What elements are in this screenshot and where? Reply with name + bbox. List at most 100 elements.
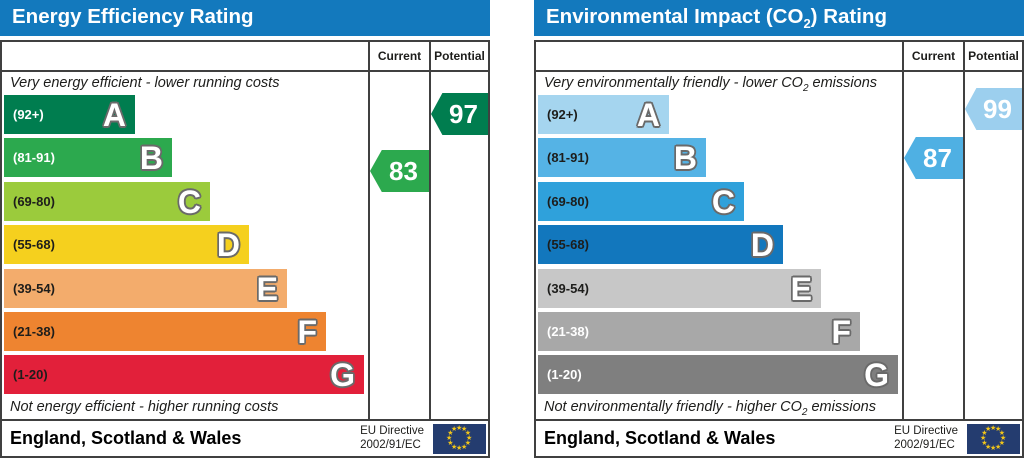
band-bar: (39-54) E bbox=[4, 269, 287, 308]
eu-directive-label: EU Directive 2002/91/EC bbox=[360, 425, 424, 453]
band-letter: E bbox=[256, 270, 278, 307]
band-letter: A bbox=[636, 96, 660, 133]
energy-efficiency-chart: Energy Efficiency Rating Current Potenti… bbox=[0, 0, 490, 460]
band-bar: (1-20) G bbox=[538, 355, 898, 394]
band-row-c: (69-80) C bbox=[538, 182, 906, 221]
band-range-label: (81-91) bbox=[547, 150, 589, 165]
bottom-note: Not environmentally friendly - higher CO… bbox=[544, 396, 876, 419]
directive-line: 2002/91/EC bbox=[360, 438, 421, 451]
environmental-impact-chart: Environmental Impact (CO2) Rating Curren… bbox=[534, 0, 1024, 460]
potential-rating-arrow: 99 bbox=[965, 88, 1022, 130]
band-letter: F bbox=[831, 313, 851, 350]
eu-star-icon: ★ bbox=[981, 440, 988, 447]
band-bar: (39-54) E bbox=[538, 269, 821, 308]
eu-directive-label: EU Directive 2002/91/EC bbox=[894, 425, 958, 453]
band-letter: A bbox=[102, 96, 126, 133]
note-text: emissions bbox=[808, 75, 878, 91]
column-header-current: Current bbox=[911, 49, 956, 63]
eu-star-icon: ★ bbox=[990, 445, 997, 452]
note-subscript: 2 bbox=[801, 406, 808, 418]
band-row-d: (55-68) D bbox=[538, 225, 906, 264]
eu-star-icon: ★ bbox=[447, 440, 454, 447]
column-header-current: Current bbox=[377, 49, 422, 63]
current-rating-value: 87 bbox=[923, 142, 952, 173]
band-range-label: (69-80) bbox=[13, 194, 55, 209]
region-label: England, Scotland & Wales bbox=[544, 428, 776, 448]
band-bar: (21-38) F bbox=[538, 312, 860, 351]
band-row-e: (39-54) E bbox=[4, 269, 372, 308]
band-row-g: (1-20) G bbox=[4, 355, 372, 394]
page-title: Energy Efficiency Rating bbox=[0, 5, 254, 31]
directive-line: EU Directive bbox=[360, 425, 424, 437]
band-range-label: (21-38) bbox=[13, 324, 55, 339]
title-text: Environmental Impact (CO bbox=[546, 4, 804, 28]
column-header-potential: Potential bbox=[434, 49, 485, 63]
chart-footer: England, Scotland & Wales EU Directive 20… bbox=[536, 419, 1022, 456]
eu-star-icon: ★ bbox=[998, 430, 1005, 437]
band-row-g: (1-20) G bbox=[538, 355, 906, 394]
band-range-label: (81-91) bbox=[13, 150, 55, 165]
band-letter: B bbox=[673, 139, 697, 176]
band-range-label: (39-54) bbox=[13, 281, 55, 296]
eu-star-icon: ★ bbox=[981, 430, 988, 437]
potential-rating-value: 99 bbox=[983, 93, 1012, 124]
note-text: Very environmentally friendly - lower CO bbox=[544, 75, 803, 91]
eu-star-icon: ★ bbox=[464, 440, 471, 447]
note-text: Very energy efficient - lower running co… bbox=[10, 75, 280, 91]
column-divider bbox=[902, 42, 904, 419]
band-range-label: (1-20) bbox=[13, 367, 48, 382]
eu-star-icon: ★ bbox=[461, 443, 468, 451]
region-label: England, Scotland & Wales bbox=[10, 428, 242, 448]
rating-table: Current Potential Very energy efficient … bbox=[0, 40, 490, 458]
band-bar: (81-91) B bbox=[4, 138, 172, 177]
eu-star-icon: ★ bbox=[456, 445, 463, 452]
band-letter: F bbox=[297, 313, 317, 350]
band-range-label: (92+) bbox=[547, 107, 578, 122]
band-bar: (69-80) C bbox=[538, 182, 744, 221]
eu-star-icon: ★ bbox=[466, 435, 473, 442]
band-letter: C bbox=[711, 183, 735, 220]
potential-rating-value: 97 bbox=[449, 98, 478, 129]
band-letter: D bbox=[750, 226, 774, 263]
page-title: Environmental Impact (CO2) Rating bbox=[534, 5, 887, 31]
column-header-potential: Potential bbox=[968, 49, 1019, 63]
note-subscript: 2 bbox=[802, 82, 809, 94]
note-text: Not energy efficient - higher running co… bbox=[10, 399, 279, 415]
band-row-b: (81-91) B bbox=[538, 138, 906, 177]
column-divider bbox=[429, 42, 431, 419]
band-bar: (92+) A bbox=[4, 95, 135, 134]
band-range-label: (69-80) bbox=[547, 194, 589, 209]
eu-star-icon: ★ bbox=[446, 435, 453, 442]
band-row-b: (81-91) B bbox=[4, 138, 372, 177]
top-note: Very environmentally friendly - lower CO… bbox=[544, 72, 877, 95]
potential-rating-arrow: 97 bbox=[431, 93, 488, 135]
band-row-c: (69-80) C bbox=[4, 182, 372, 221]
band-range-label: (39-54) bbox=[547, 281, 589, 296]
band-range-label: (55-68) bbox=[547, 237, 589, 252]
rating-table: Current Potential Very environmentally f… bbox=[534, 40, 1024, 458]
note-text: emissions bbox=[807, 399, 876, 415]
current-rating-arrow: 83 bbox=[370, 150, 429, 192]
chart-title-bar: Energy Efficiency Rating bbox=[0, 0, 490, 36]
band-bar: (81-91) B bbox=[538, 138, 706, 177]
eu-star-icon: ★ bbox=[985, 443, 992, 451]
chart-title-bar: Environmental Impact (CO2) Rating bbox=[534, 0, 1024, 36]
eu-star-icon: ★ bbox=[461, 426, 468, 434]
band-bar: (21-38) F bbox=[4, 312, 326, 351]
band-bar: (69-80) C bbox=[4, 182, 210, 221]
chart-footer: England, Scotland & Wales EU Directive 20… bbox=[2, 419, 488, 456]
eu-star-icon: ★ bbox=[451, 426, 458, 434]
eu-star-icon: ★ bbox=[985, 426, 992, 434]
title-text: ) Rating bbox=[810, 4, 887, 28]
band-row-f: (21-38) F bbox=[538, 312, 906, 351]
band-bar: (1-20) G bbox=[4, 355, 364, 394]
header-divider bbox=[2, 70, 488, 72]
band-letter: D bbox=[216, 226, 240, 263]
eu-star-icon: ★ bbox=[451, 443, 458, 451]
band-range-label: (92+) bbox=[13, 107, 44, 122]
band-letter: C bbox=[177, 183, 201, 220]
band-letter: G bbox=[864, 356, 889, 393]
band-row-a: (92+) A bbox=[4, 95, 372, 134]
band-row-e: (39-54) E bbox=[538, 269, 906, 308]
eu-star-icon: ★ bbox=[980, 435, 987, 442]
